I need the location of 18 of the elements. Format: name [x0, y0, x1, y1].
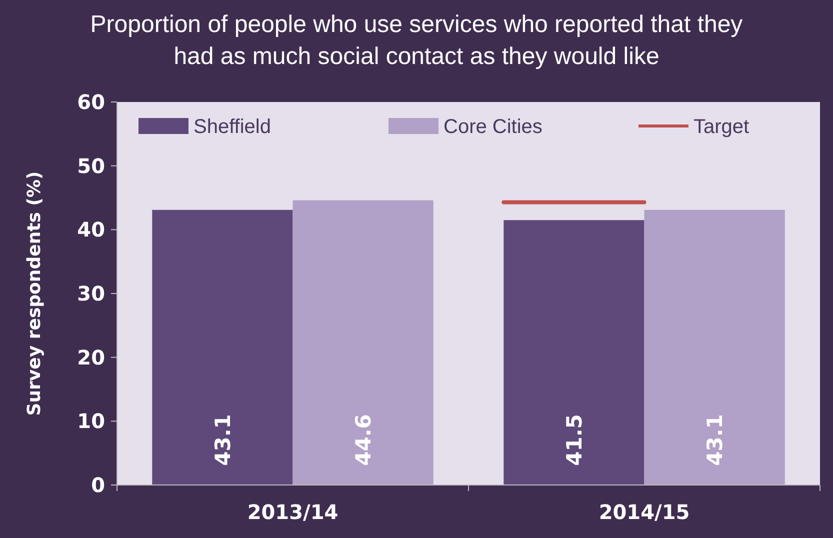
legend-label: Core Cities	[444, 116, 542, 138]
y-tick-label: 30	[77, 282, 105, 306]
data-label: 41.5	[562, 414, 586, 466]
legend-label: Sheffield	[194, 116, 271, 138]
y-tick-label: 20	[77, 345, 105, 370]
y-tick-label: 60	[77, 90, 105, 114]
chart-title: Proportion of people who use services who reported that they had as much social contact as they would like	[90, 11, 743, 70]
y-tick-label: 50	[77, 154, 105, 178]
y-axis-title: Survey respondents (%)	[24, 171, 45, 416]
data-label: 43.1	[210, 414, 235, 466]
x-tick-label: 2013/14	[247, 500, 338, 524]
x-tick-label: 2014/15	[598, 500, 690, 524]
legend-label: Target	[694, 116, 750, 138]
data-label: 44.6	[351, 414, 376, 466]
y-tick-label: 10	[77, 409, 105, 434]
data-label: 43.1	[702, 414, 727, 466]
y-tick-label: 40	[77, 218, 105, 242]
y-tick-label: 0	[91, 473, 105, 497]
